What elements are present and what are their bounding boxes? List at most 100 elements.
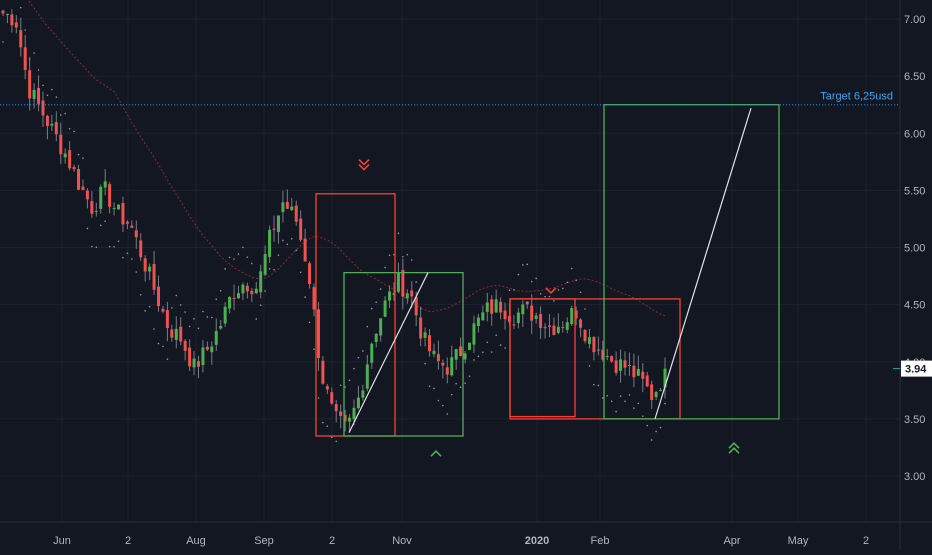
candle — [161, 306, 165, 314]
candle-body-down — [547, 325, 551, 327]
candle — [365, 354, 369, 392]
candle — [463, 350, 467, 364]
candle-body-up — [636, 368, 640, 376]
candle — [117, 204, 121, 211]
candle-body-down — [552, 325, 556, 335]
sar-dot — [526, 263, 529, 266]
candle — [348, 414, 352, 433]
sar-dot — [122, 256, 124, 259]
candle-body-down — [459, 346, 463, 357]
projection-line[interactable] — [348, 272, 429, 433]
sar-dot — [290, 237, 293, 240]
sar-dot — [535, 277, 537, 280]
candle — [450, 345, 454, 377]
candle-body-up — [112, 208, 116, 210]
candle-body-down — [414, 296, 418, 316]
candle — [201, 340, 205, 373]
candle — [250, 287, 254, 303]
candle — [214, 318, 218, 351]
candle-body-up — [117, 204, 121, 210]
candle — [343, 409, 347, 432]
candle — [445, 357, 449, 384]
candle — [134, 220, 138, 249]
candle-body-up — [63, 153, 67, 158]
candle — [481, 305, 485, 321]
candle — [627, 352, 631, 376]
candle — [139, 233, 143, 262]
candle — [23, 34, 27, 80]
candle — [179, 317, 183, 346]
candle-body-up — [174, 328, 178, 340]
sar-dot — [570, 267, 573, 270]
candle — [659, 388, 663, 392]
candle — [81, 179, 85, 191]
zone-green-box[interactable] — [343, 271, 464, 437]
sar-dot — [606, 394, 609, 397]
candle — [5, 13, 9, 24]
candle — [192, 350, 196, 376]
candle-body-down — [125, 221, 129, 224]
price-axis[interactable]: 3.003.504.004.505.005.506.006.507.003.94 — [893, 0, 932, 550]
candle-body-down — [196, 361, 200, 367]
candle-body-down — [54, 122, 58, 135]
sar-dot — [624, 400, 626, 403]
candle-body-down — [232, 298, 236, 300]
candle-body-up — [494, 299, 498, 313]
target-label: Target 6,25usd — [820, 91, 893, 103]
sar-dot — [295, 249, 298, 252]
candle — [352, 399, 356, 426]
candle — [565, 317, 569, 334]
candle-body-up — [383, 300, 387, 317]
sar-dot — [633, 407, 635, 409]
candle-body-down — [410, 290, 414, 297]
candle — [108, 181, 112, 214]
sar-dot — [593, 383, 595, 386]
sar-dot — [184, 311, 186, 313]
candle-body-up — [50, 123, 54, 126]
candle — [494, 289, 498, 313]
projection-line[interactable] — [654, 107, 752, 420]
chevron-stroke — [430, 450, 442, 457]
candle-body-down — [539, 314, 543, 328]
candle — [148, 263, 152, 281]
sar-dot — [424, 362, 426, 365]
candle-body-down — [250, 290, 254, 295]
sar-dot — [415, 281, 417, 283]
sar-dot — [219, 289, 222, 292]
zone-red-box[interactable] — [509, 298, 681, 420]
sar-dot — [37, 69, 40, 71]
candle — [28, 56, 32, 111]
candle-body-down — [632, 365, 636, 378]
sar-dot — [362, 350, 364, 352]
zone-green-box[interactable] — [603, 104, 780, 420]
time-tick-label: Jun — [53, 535, 71, 547]
candle-body-down — [343, 414, 347, 422]
candle — [188, 339, 192, 371]
sar-dot — [277, 254, 280, 256]
price-tick-label: 6.00 — [904, 128, 925, 140]
candle-body-down — [72, 167, 76, 170]
trade-zones[interactable] — [315, 104, 780, 457]
candle — [196, 355, 200, 379]
sar-dot — [259, 304, 262, 307]
candle — [401, 258, 405, 310]
time-axis[interactable]: Jun 2 Aug Sep 2 Nov 2020 Feb Apr May 2 — [0, 521, 932, 547]
sar-dot — [33, 52, 35, 54]
sar-dot — [428, 385, 431, 387]
candle-body-down — [23, 47, 27, 70]
sar-dot — [46, 94, 49, 97]
candle — [170, 324, 174, 342]
candle-body-down — [179, 326, 183, 342]
sar-dot — [539, 292, 542, 295]
sar-dot — [379, 288, 382, 290]
target-line-group[interactable]: Target 6,25usd — [0, 91, 900, 106]
candle — [610, 355, 614, 364]
sar-dot — [255, 318, 258, 320]
price-tick-label: 3.00 — [904, 471, 925, 483]
sar-dot — [486, 341, 489, 344]
sar-dot — [322, 421, 324, 424]
sar-dot — [477, 355, 480, 358]
candle-body-up — [463, 353, 467, 360]
sar-dot — [499, 344, 502, 346]
